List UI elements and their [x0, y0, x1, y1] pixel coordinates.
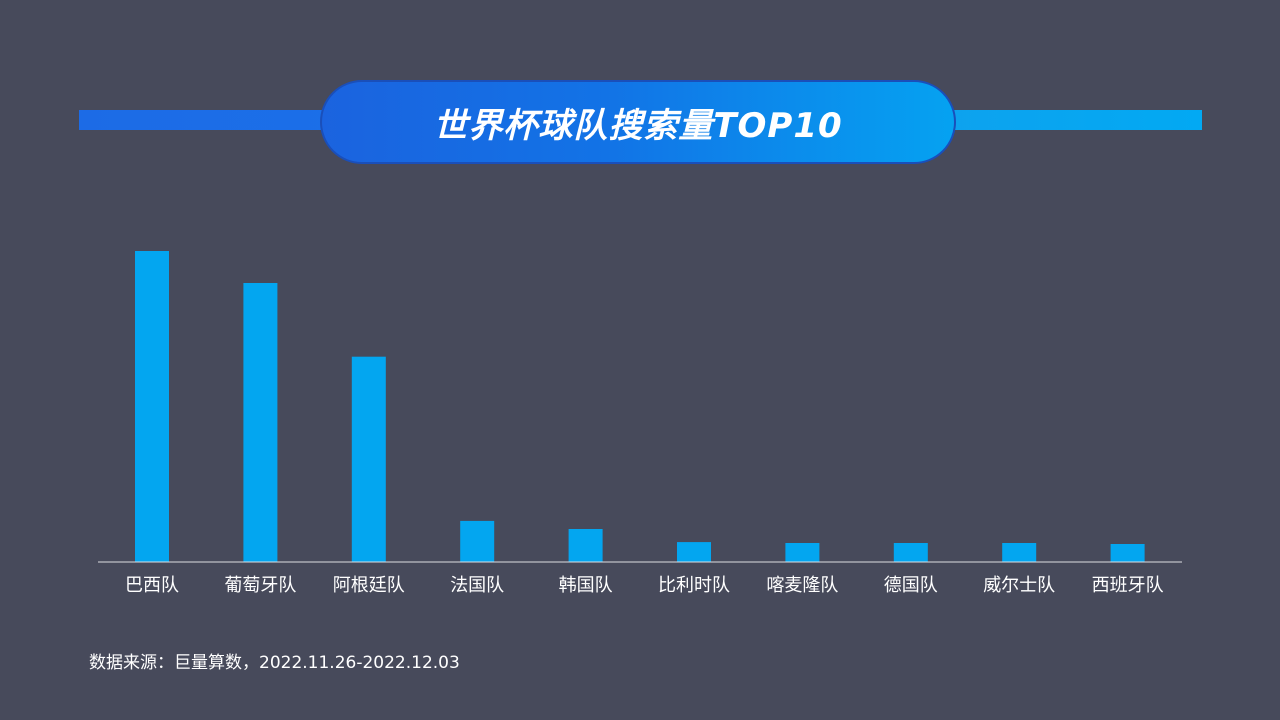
chart-title: 世界杯球队搜索量TOP10 — [433, 105, 843, 146]
x-tick-label: 喀麦隆队 — [766, 575, 838, 596]
bar-7 — [785, 543, 820, 562]
bar-group — [135, 251, 1145, 562]
title-banner: 世界杯球队搜索量TOP10 — [320, 80, 956, 164]
x-tick-label: 比利时队 — [658, 575, 730, 596]
x-tick-label: 葡萄牙队 — [224, 575, 296, 596]
x-tick-label: 西班牙队 — [1092, 575, 1164, 596]
x-tick-label: 韩国队 — [559, 575, 613, 596]
x-tick-label: 阿根廷队 — [333, 575, 405, 596]
x-tick-label: 法国队 — [450, 575, 504, 596]
title-decor-line-right — [940, 110, 1202, 130]
bar-9 — [1002, 543, 1037, 562]
bar-2 — [243, 283, 278, 562]
x-tick-label-group: 巴西队 葡萄牙队 阿根廷队 法国队 韩国队 比利时队 喀麦隆队 德国队 威尔士队 西班牙队 — [125, 575, 1164, 596]
bar-5 — [568, 529, 603, 562]
x-tick-label: 威尔士队 — [983, 575, 1055, 596]
data-source-note: 数据来源：巨量算数，2022.11.26-2022.12.03 — [89, 653, 460, 673]
bar-3 — [351, 356, 386, 562]
bar-6 — [677, 542, 711, 562]
bar-4 — [460, 520, 495, 562]
title-decor-line-left — [79, 110, 341, 130]
bar-8 — [893, 543, 928, 562]
x-tick-label: 德国队 — [884, 575, 938, 596]
x-tick-label: 巴西队 — [125, 575, 179, 596]
bar-10 — [1110, 544, 1145, 562]
bar-1 — [135, 251, 169, 562]
